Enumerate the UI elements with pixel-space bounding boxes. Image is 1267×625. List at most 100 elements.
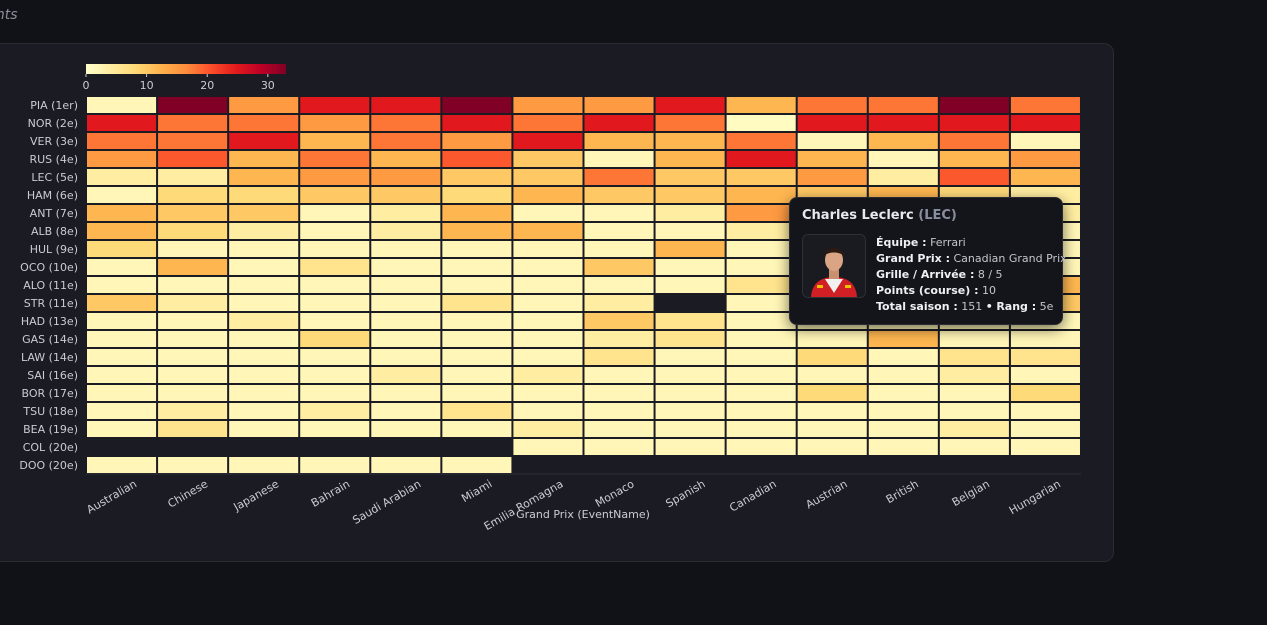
heatmap-cell[interactable] (513, 349, 583, 365)
heatmap-cell[interactable] (87, 97, 157, 113)
heatmap-cell[interactable] (584, 205, 654, 221)
heatmap-cell[interactable] (442, 367, 512, 383)
heatmap-cell[interactable] (513, 223, 583, 239)
heatmap-cell[interactable] (868, 349, 938, 365)
heatmap-cell[interactable] (300, 169, 370, 185)
heatmap-cell[interactable] (442, 151, 512, 167)
heatmap-cell[interactable] (442, 421, 512, 437)
heatmap-cell[interactable] (513, 277, 583, 293)
heatmap-cell[interactable] (868, 97, 938, 113)
heatmap-cell[interactable] (1010, 331, 1080, 347)
heatmap-cell[interactable] (584, 115, 654, 131)
heatmap-cell[interactable] (158, 385, 228, 401)
heatmap-cell[interactable] (1010, 457, 1080, 473)
heatmap-cell[interactable] (87, 223, 157, 239)
heatmap-cell[interactable] (371, 349, 441, 365)
heatmap-cell[interactable] (158, 97, 228, 113)
heatmap-cell[interactable] (584, 133, 654, 149)
heatmap-cell[interactable] (300, 259, 370, 275)
heatmap-cell[interactable] (513, 259, 583, 275)
heatmap-cell[interactable] (442, 205, 512, 221)
heatmap-cell[interactable] (229, 331, 299, 347)
heatmap-cell[interactable] (939, 349, 1009, 365)
heatmap-cell[interactable] (1010, 349, 1080, 365)
heatmap-cell[interactable] (371, 367, 441, 383)
heatmap-cell[interactable] (371, 259, 441, 275)
heatmap-cell[interactable] (442, 115, 512, 131)
heatmap-cell[interactable] (797, 421, 867, 437)
heatmap-cell[interactable] (442, 187, 512, 203)
heatmap-cell[interactable] (158, 241, 228, 257)
heatmap-cell[interactable] (442, 439, 512, 455)
heatmap-cell[interactable] (726, 457, 796, 473)
heatmap-cell[interactable] (655, 133, 725, 149)
heatmap-cell[interactable] (584, 169, 654, 185)
heatmap-cell[interactable] (584, 187, 654, 203)
heatmap-cell[interactable] (726, 421, 796, 437)
heatmap-cell[interactable] (158, 223, 228, 239)
heatmap-cell[interactable] (939, 457, 1009, 473)
heatmap-cell[interactable] (158, 115, 228, 131)
heatmap-cell[interactable] (87, 169, 157, 185)
heatmap-cell[interactable] (229, 259, 299, 275)
heatmap-cell[interactable] (158, 331, 228, 347)
heatmap-cell[interactable] (371, 187, 441, 203)
heatmap-cell[interactable] (87, 241, 157, 257)
heatmap-cell[interactable] (371, 151, 441, 167)
heatmap-cell[interactable] (229, 97, 299, 113)
heatmap-cell[interactable] (229, 295, 299, 311)
heatmap-cell[interactable] (655, 223, 725, 239)
heatmap-cell[interactable] (655, 115, 725, 131)
heatmap-cell[interactable] (584, 421, 654, 437)
heatmap-cell[interactable] (229, 151, 299, 167)
heatmap-cell[interactable] (797, 151, 867, 167)
heatmap-cell[interactable] (87, 313, 157, 329)
heatmap-cell[interactable] (513, 421, 583, 437)
heatmap-cell[interactable] (158, 187, 228, 203)
heatmap-cell[interactable] (726, 277, 796, 293)
heatmap-cell[interactable] (442, 331, 512, 347)
heatmap-cell[interactable] (513, 403, 583, 419)
heatmap-cell[interactable] (300, 97, 370, 113)
heatmap-cell[interactable] (655, 421, 725, 437)
heatmap-cell[interactable] (158, 313, 228, 329)
heatmap-cell[interactable] (300, 313, 370, 329)
heatmap-cell[interactable] (229, 403, 299, 419)
heatmap-cell[interactable] (229, 349, 299, 365)
heatmap-cell[interactable] (939, 115, 1009, 131)
heatmap-cell[interactable] (726, 241, 796, 257)
heatmap-cell[interactable] (229, 367, 299, 383)
heatmap-cell[interactable] (158, 133, 228, 149)
heatmap-cell[interactable] (868, 115, 938, 131)
heatmap-cell[interactable] (158, 439, 228, 455)
heatmap-cell[interactable] (939, 331, 1009, 347)
heatmap-cell[interactable] (584, 223, 654, 239)
heatmap-cell[interactable] (229, 457, 299, 473)
heatmap-cell[interactable] (300, 385, 370, 401)
heatmap-cell[interactable] (371, 457, 441, 473)
heatmap-cell[interactable] (513, 457, 583, 473)
heatmap-cell[interactable] (513, 439, 583, 455)
heatmap-cell[interactable] (797, 457, 867, 473)
heatmap-cell[interactable] (797, 115, 867, 131)
heatmap-cell[interactable] (371, 439, 441, 455)
heatmap-cell[interactable] (868, 169, 938, 185)
heatmap-cell[interactable] (87, 295, 157, 311)
heatmap-cell[interactable] (513, 115, 583, 131)
heatmap-cell[interactable] (300, 187, 370, 203)
heatmap-cell[interactable] (229, 115, 299, 131)
heatmap-cell[interactable] (229, 169, 299, 185)
heatmap-cell[interactable] (300, 133, 370, 149)
heatmap-cell[interactable] (371, 133, 441, 149)
heatmap-cell[interactable] (726, 331, 796, 347)
heatmap-cell[interactable] (1010, 151, 1080, 167)
heatmap-cell[interactable] (655, 331, 725, 347)
heatmap-cell[interactable] (229, 241, 299, 257)
heatmap-cell[interactable] (158, 259, 228, 275)
heatmap-cell[interactable] (655, 313, 725, 329)
heatmap-cell[interactable] (87, 439, 157, 455)
heatmap-cell[interactable] (371, 241, 441, 257)
heatmap-cell[interactable] (229, 421, 299, 437)
heatmap-cell[interactable] (158, 277, 228, 293)
